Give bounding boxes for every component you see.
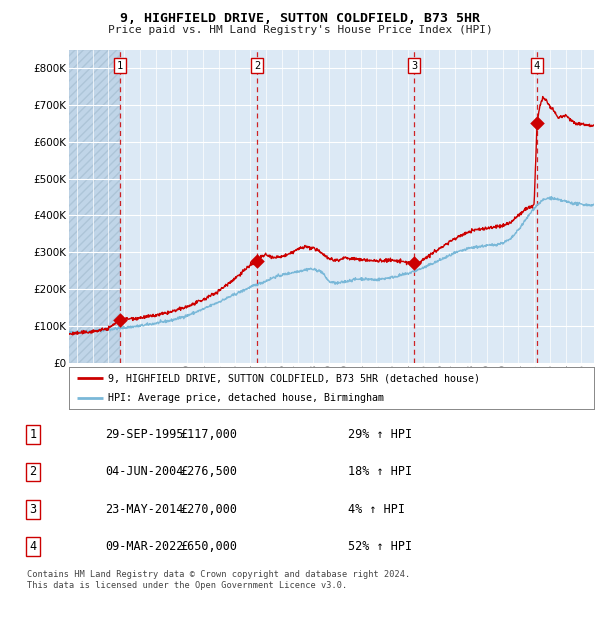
Text: 1: 1 (29, 428, 37, 441)
Point (409, 259, 419, 268)
Text: 9, HIGHFIELD DRIVE, SUTTON COLDFIELD, B73 5HR: 9, HIGHFIELD DRIVE, SUTTON COLDFIELD, B7… (120, 12, 480, 25)
Text: 9, HIGHFIELD DRIVE, SUTTON COLDFIELD, B73 5HR (detached house): 9, HIGHFIELD DRIVE, SUTTON COLDFIELD, B7… (109, 373, 481, 383)
Text: 29-SEP-1995: 29-SEP-1995 (105, 428, 184, 441)
Point (252, 256, 262, 266)
Text: 23-MAY-2014: 23-MAY-2014 (105, 503, 184, 516)
Text: £270,000: £270,000 (180, 503, 237, 516)
Text: HPI: Average price, detached house, Birmingham: HPI: Average price, detached house, Birm… (109, 393, 385, 403)
Text: 3: 3 (411, 61, 417, 71)
Text: 52% ↑ HPI: 52% ↑ HPI (348, 540, 412, 553)
Text: 4: 4 (534, 61, 540, 71)
Text: Price paid vs. HM Land Registry's House Price Index (HPI): Price paid vs. HM Land Registry's House … (107, 25, 493, 35)
Text: 18% ↑ HPI: 18% ↑ HPI (348, 466, 412, 479)
Bar (69, 50, 120, 363)
Text: 2: 2 (254, 61, 260, 71)
Point (115, 314, 125, 324)
Text: £276,500: £276,500 (180, 466, 237, 479)
Text: 1: 1 (117, 61, 124, 71)
Point (532, 118, 542, 128)
Text: £650,000: £650,000 (180, 540, 237, 553)
Text: 2: 2 (29, 466, 37, 479)
Text: 04-JUN-2004: 04-JUN-2004 (105, 466, 184, 479)
Text: 29% ↑ HPI: 29% ↑ HPI (348, 428, 412, 441)
Text: £117,000: £117,000 (180, 428, 237, 441)
Text: 4% ↑ HPI: 4% ↑ HPI (348, 503, 405, 516)
Text: Contains HM Land Registry data © Crown copyright and database right 2024.
This d: Contains HM Land Registry data © Crown c… (27, 570, 410, 590)
Text: 3: 3 (29, 503, 37, 516)
Text: 09-MAR-2022: 09-MAR-2022 (105, 540, 184, 553)
Text: 4: 4 (29, 540, 37, 553)
